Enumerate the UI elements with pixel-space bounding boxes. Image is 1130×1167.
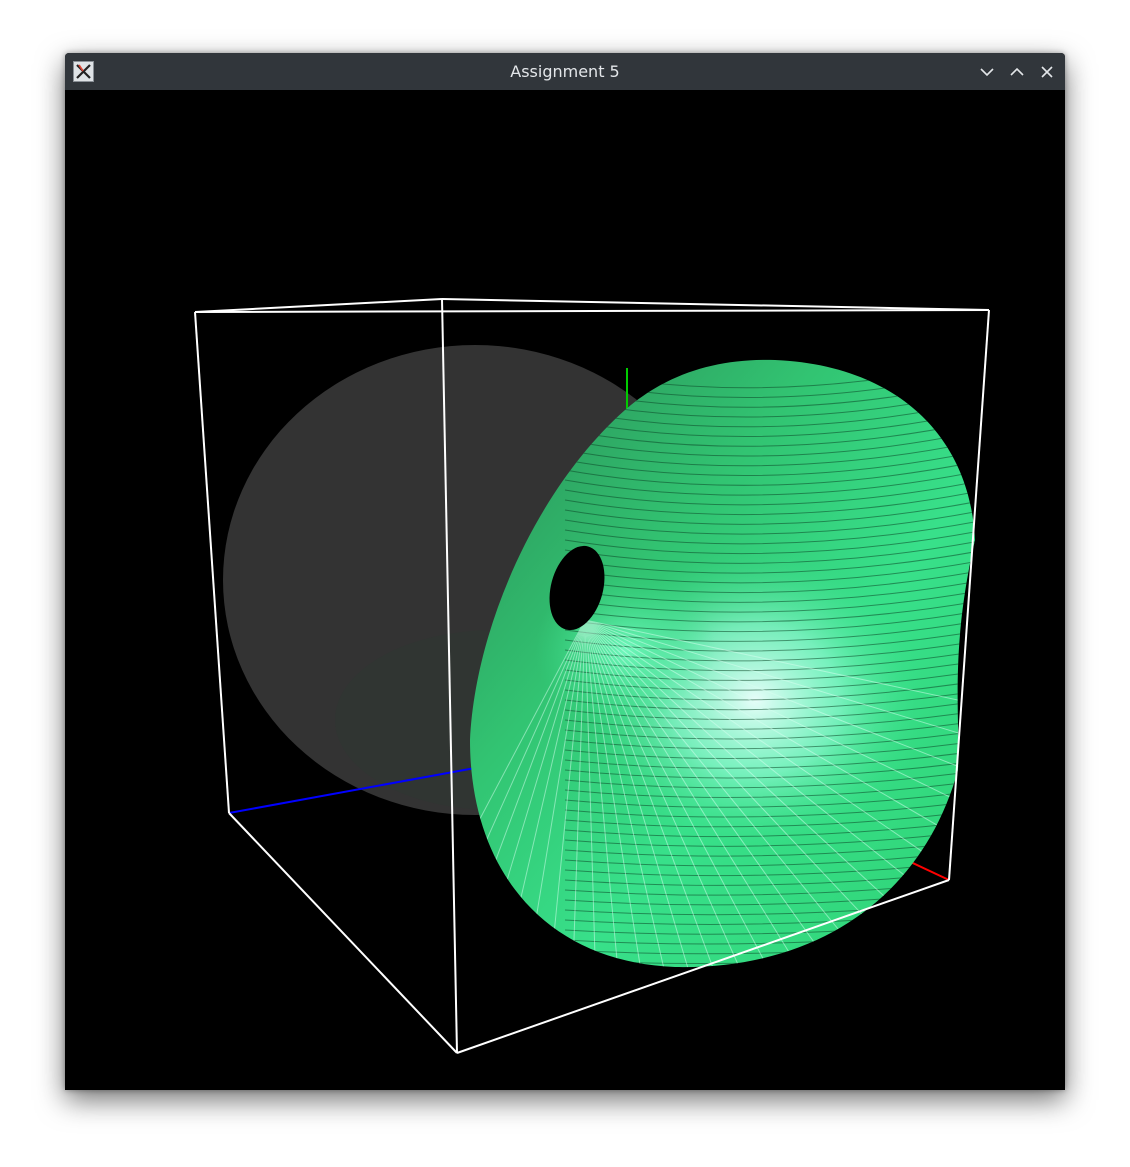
titlebar[interactable]: Assignment 5 <box>65 53 1065 90</box>
close-icon <box>1041 66 1053 78</box>
window-title: Assignment 5 <box>510 62 620 81</box>
close-button[interactable] <box>1036 61 1058 83</box>
z-axis-line <box>228 767 476 814</box>
chevron-down-icon <box>980 68 994 77</box>
opengl-canvas[interactable] <box>65 90 1065 1090</box>
maximize-button[interactable] <box>1006 61 1028 83</box>
scene-render <box>194 298 990 1054</box>
funnel-hole <box>549 545 605 631</box>
bounding-box <box>194 298 990 1054</box>
minimize-button[interactable] <box>976 61 998 83</box>
x-window-system-icon[interactable] <box>73 61 94 82</box>
chevron-up-icon <box>1010 67 1024 76</box>
application-window: Assignment 5 <box>65 53 1065 1090</box>
